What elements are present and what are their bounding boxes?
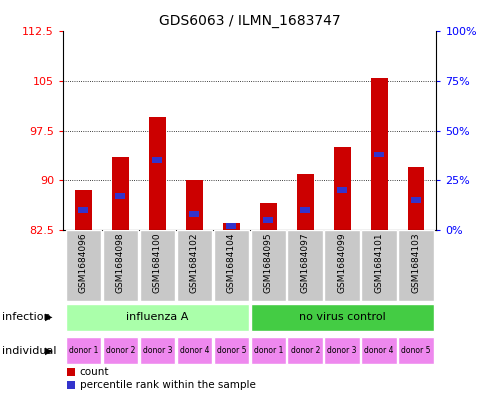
Text: no virus control: no virus control xyxy=(298,312,385,322)
Bar xyxy=(112,157,128,230)
Bar xyxy=(300,207,310,213)
Title: GDS6063 / ILMN_1683747: GDS6063 / ILMN_1683747 xyxy=(159,14,340,28)
Text: percentile rank within the sample: percentile rank within the sample xyxy=(80,380,255,390)
Bar xyxy=(397,230,433,301)
Bar xyxy=(287,338,322,364)
Bar xyxy=(176,338,212,364)
Text: donor 2: donor 2 xyxy=(106,346,135,355)
Bar xyxy=(263,217,272,223)
Text: donor 4: donor 4 xyxy=(363,346,393,355)
Text: donor 1: donor 1 xyxy=(253,346,282,355)
Bar xyxy=(374,152,383,158)
Bar xyxy=(75,190,91,230)
Bar xyxy=(333,147,350,230)
Bar xyxy=(115,193,125,199)
Bar xyxy=(78,207,88,213)
Bar xyxy=(407,167,424,230)
Text: GSM1684104: GSM1684104 xyxy=(227,233,235,293)
Bar xyxy=(103,230,138,301)
Bar xyxy=(213,338,248,364)
Text: GSM1684102: GSM1684102 xyxy=(189,233,198,293)
Bar xyxy=(139,230,175,301)
Text: donor 2: donor 2 xyxy=(290,346,319,355)
Bar xyxy=(67,381,75,389)
Text: infection: infection xyxy=(2,312,51,322)
Text: donor 3: donor 3 xyxy=(142,346,172,355)
Text: donor 5: donor 5 xyxy=(216,346,245,355)
Bar xyxy=(324,338,359,364)
Bar xyxy=(139,338,175,364)
Bar xyxy=(296,174,313,230)
Bar xyxy=(65,304,248,331)
Bar xyxy=(67,367,75,376)
Text: GSM1684100: GSM1684100 xyxy=(152,233,162,293)
Bar xyxy=(223,223,239,230)
Text: GSM1684096: GSM1684096 xyxy=(79,233,88,293)
Text: count: count xyxy=(80,367,109,376)
Bar xyxy=(370,78,387,230)
Bar xyxy=(189,211,199,217)
Bar xyxy=(65,230,101,301)
Bar xyxy=(65,338,101,364)
Bar xyxy=(185,180,202,230)
Text: GSM1684099: GSM1684099 xyxy=(337,233,346,293)
Bar xyxy=(213,230,248,301)
Text: GSM1684095: GSM1684095 xyxy=(263,233,272,293)
Bar xyxy=(250,338,286,364)
Bar xyxy=(226,223,236,229)
Bar xyxy=(259,204,276,230)
Text: donor 5: donor 5 xyxy=(401,346,430,355)
Bar xyxy=(176,230,212,301)
Bar xyxy=(149,118,166,230)
Bar xyxy=(250,304,433,331)
Bar xyxy=(250,230,286,301)
Text: influenza A: influenza A xyxy=(126,312,188,322)
Bar xyxy=(410,197,420,203)
Bar xyxy=(287,230,322,301)
Text: GSM1684098: GSM1684098 xyxy=(116,233,124,293)
Bar xyxy=(103,338,138,364)
Text: ▶: ▶ xyxy=(45,312,52,322)
Text: GSM1684097: GSM1684097 xyxy=(300,233,309,293)
Text: donor 1: donor 1 xyxy=(69,346,98,355)
Text: individual: individual xyxy=(2,345,57,356)
Bar xyxy=(361,338,396,364)
Bar xyxy=(324,230,359,301)
Text: donor 3: donor 3 xyxy=(327,346,356,355)
Bar xyxy=(152,158,162,163)
Text: GSM1684101: GSM1684101 xyxy=(374,233,383,293)
Text: ▶: ▶ xyxy=(45,345,52,356)
Bar xyxy=(361,230,396,301)
Bar xyxy=(397,338,433,364)
Bar xyxy=(336,187,347,193)
Text: GSM1684103: GSM1684103 xyxy=(411,233,420,293)
Text: donor 4: donor 4 xyxy=(179,346,209,355)
